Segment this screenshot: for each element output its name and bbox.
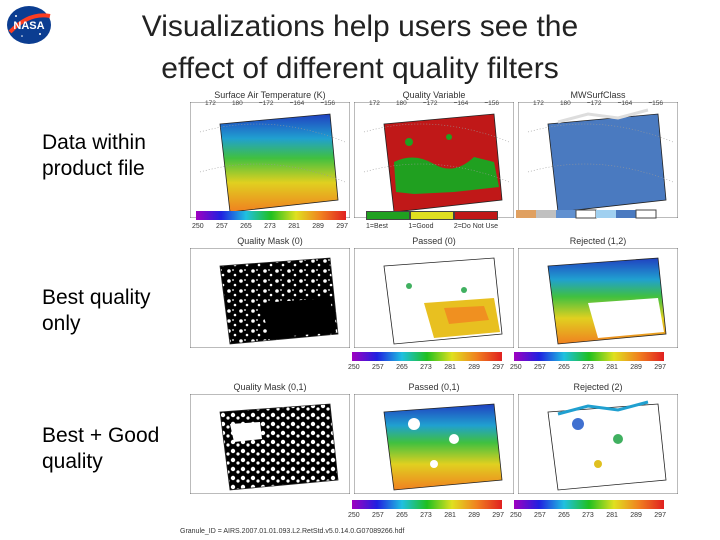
slide-title: Visualizations help users see the effect…	[60, 6, 660, 90]
panel-title: Quality Mask (0,1)	[233, 382, 307, 392]
title-line-1: Visualizations help users see the	[141, 10, 579, 43]
nasa-logo-text: NASA	[13, 20, 44, 32]
lon-ticks: 172 180 −172 −164 −156	[533, 100, 663, 107]
panel-title: Passed (0,1)	[408, 382, 460, 392]
row-label-data-within-product: Data within product file	[42, 131, 146, 180]
colorbar-ticks: 250 257 265 273 281 289 297	[348, 512, 504, 519]
nasa-logo: NASA	[7, 6, 51, 44]
row-label-best-quality: Best quality only	[42, 286, 151, 335]
map-mwsurfclass: MWSurfClass	[518, 90, 678, 218]
panel-title: Quality Variable	[402, 90, 466, 100]
map-passed-0: Passed (0)	[354, 236, 514, 364]
rejected-colorbar-2	[514, 500, 664, 509]
granule-id: Granule_ID = AIRS.2007.01.01.093.L2.RetS…	[180, 528, 405, 535]
map-quality-mask-0-1: Quality Mask (0,1)	[190, 382, 350, 510]
map-rejected-2: Rejected (2)	[518, 382, 678, 510]
quality-legend	[366, 211, 498, 220]
colorbar-ticks: 250 257 265 273 281 289 297	[348, 364, 504, 371]
map-quality-mask-0: Quality Mask (0)	[190, 236, 350, 364]
passed-colorbar-2	[352, 500, 502, 509]
title-line-2: effect of different quality filters	[161, 52, 559, 85]
row-label-best-good-quality: Best + Good quality	[42, 424, 160, 473]
quality-legend-labels: 1=Best 1=Good 2=Do Not Use	[366, 223, 498, 230]
panel-title: Rejected (2)	[573, 382, 623, 392]
panel-title: Passed (0)	[412, 236, 456, 246]
lon-ticks: 172 180 −172 −164 −156	[205, 100, 335, 107]
colorbar-ticks: 250 257 265 273 281 289 297	[510, 364, 666, 371]
passed-colorbar	[352, 352, 502, 361]
mwsurfclass-legend	[516, 209, 657, 219]
panel-title: Rejected (1,2)	[569, 236, 627, 246]
panel-title: Surface Air Temperature (K)	[214, 90, 326, 100]
rejected-colorbar	[514, 352, 664, 361]
map-rejected-1-2: Rejected (1,2)	[518, 236, 678, 364]
panel-title: MWSurfClass	[570, 90, 626, 100]
map-passed-0-1: Passed (0,1)	[354, 382, 514, 510]
colorbar-ticks: 250 257 265 273 281 289 297	[510, 512, 666, 519]
panel-title: Quality Mask (0)	[237, 236, 303, 246]
lon-ticks: 172 180 −172 −164 −156	[369, 100, 499, 107]
colorbar-ticks: 250 257 265 273 281 289 297	[192, 223, 348, 230]
map-quality-variable: Quality Variable	[354, 90, 514, 218]
map-surface-air-temperature: Surface Air Temperature (K)	[190, 90, 350, 218]
temperature-colorbar	[196, 211, 346, 220]
